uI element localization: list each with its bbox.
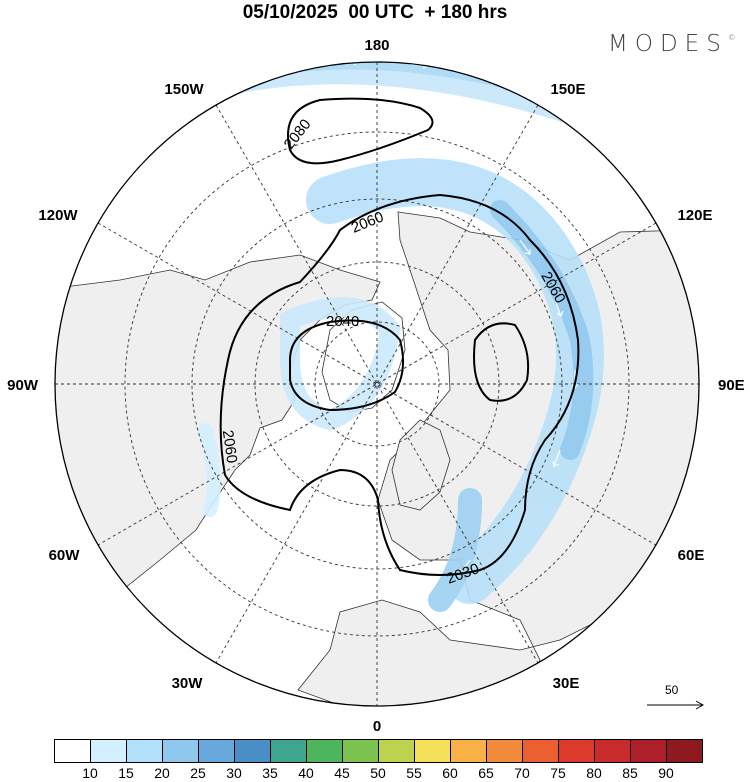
contour-2080 bbox=[287, 97, 434, 165]
europe-jet bbox=[428, 488, 482, 612]
colorbar-label: 30 bbox=[226, 765, 242, 781]
wind-arrow bbox=[279, 64, 297, 72]
lon-label-150w: 150W bbox=[164, 81, 204, 98]
logo-mark: © bbox=[727, 33, 736, 42]
colorbar-swatch bbox=[630, 739, 667, 763]
colorbar-label: 45 bbox=[334, 765, 350, 781]
colorbar-swatch bbox=[522, 739, 559, 763]
colorbar-label: 25 bbox=[190, 765, 206, 781]
colorbar-label: 70 bbox=[514, 765, 530, 781]
lon-label-60w: 60W bbox=[49, 547, 81, 564]
colorbar-label: 65 bbox=[478, 765, 494, 781]
colorbar-label: 85 bbox=[622, 765, 638, 781]
colorbar-label: 90 bbox=[658, 765, 674, 781]
colorbar-swatch bbox=[414, 739, 451, 763]
lon-label-30w: 30W bbox=[172, 675, 204, 692]
colorbar-swatch bbox=[90, 739, 127, 763]
contour-2060-inner bbox=[473, 322, 530, 402]
modes-logo: MODES© bbox=[608, 31, 736, 57]
wind-arrow bbox=[554, 299, 564, 317]
atlantic-patch bbox=[198, 423, 221, 517]
meridian bbox=[215, 104, 539, 664]
lon-label-90e: 90E bbox=[718, 377, 745, 394]
colorbar-swatch bbox=[162, 739, 199, 763]
map-title: 05/10/2025 00 UTC + 180 hrs bbox=[242, 2, 508, 23]
colorbar-swatch bbox=[486, 739, 523, 763]
wind-arrow bbox=[552, 449, 561, 467]
colorbar-swatch bbox=[342, 739, 379, 763]
lon-label-90w: 90W bbox=[7, 377, 39, 394]
colorbar-swatch bbox=[594, 739, 631, 763]
meridian bbox=[97, 222, 657, 546]
colorbar-label: 80 bbox=[586, 765, 602, 781]
colorbar-label: 20 bbox=[154, 765, 170, 781]
meridian bbox=[97, 222, 657, 546]
lon-label-0: 0 bbox=[373, 718, 381, 735]
colorbar-swatch bbox=[198, 739, 235, 763]
colorbar-swatch bbox=[270, 739, 307, 763]
contour-2060-outer bbox=[219, 193, 580, 576]
contour-label: 2040 bbox=[326, 313, 359, 330]
reference-vector-arrow bbox=[647, 700, 705, 710]
reference-vector-label: 50 bbox=[665, 683, 679, 697]
contour-label: 2060 bbox=[219, 429, 240, 464]
map-boundary bbox=[54, 61, 700, 707]
colorbar-label: 75 bbox=[550, 765, 566, 781]
wind-arrow bbox=[519, 239, 531, 255]
colorbar-swatch bbox=[54, 739, 91, 763]
lon-label-60e: 60E bbox=[678, 547, 705, 564]
colorbar-swatch bbox=[126, 739, 163, 763]
colorbar-label: 15 bbox=[118, 765, 134, 781]
lon-label-180: 180 bbox=[364, 37, 389, 54]
colorbar-swatch bbox=[666, 739, 703, 763]
meridians bbox=[55, 62, 699, 706]
scandinavia-land bbox=[391, 419, 451, 511]
lon-label-120e: 120E bbox=[677, 207, 712, 224]
colorbar-swatch bbox=[450, 739, 487, 763]
colorbar bbox=[54, 739, 703, 763]
lon-label-30e: 30E bbox=[553, 675, 580, 692]
meridian bbox=[215, 104, 539, 664]
asia-jet-core bbox=[490, 200, 594, 460]
polar-map: 2080 2060 2060 2040 2060 2030 180 150E 1… bbox=[7, 37, 745, 735]
colorbar-swatch bbox=[378, 739, 415, 763]
contour-2040 bbox=[289, 319, 405, 412]
colorbar-swatch bbox=[558, 739, 595, 763]
height-contours bbox=[219, 97, 580, 576]
colorbar-swatch bbox=[234, 739, 271, 763]
lon-label-150e: 150E bbox=[550, 81, 585, 98]
longitude-labels: 180 150E 120E 90E 60E 30E 0 30W 60W 90W … bbox=[7, 37, 745, 735]
colorbar-label: 35 bbox=[262, 765, 278, 781]
colorbar-swatch bbox=[306, 739, 343, 763]
latitude-circle bbox=[124, 131, 630, 637]
colorbar-label: 10 bbox=[82, 765, 98, 781]
logo-text: MODES bbox=[608, 31, 728, 57]
colorbar-label: 55 bbox=[406, 765, 422, 781]
colorbar-label: 60 bbox=[442, 765, 458, 781]
lon-label-120w: 120W bbox=[38, 207, 78, 224]
colorbar-label: 40 bbox=[298, 765, 314, 781]
colorbar-label: 50 bbox=[370, 765, 386, 781]
wind-arrow bbox=[340, 62, 359, 66]
